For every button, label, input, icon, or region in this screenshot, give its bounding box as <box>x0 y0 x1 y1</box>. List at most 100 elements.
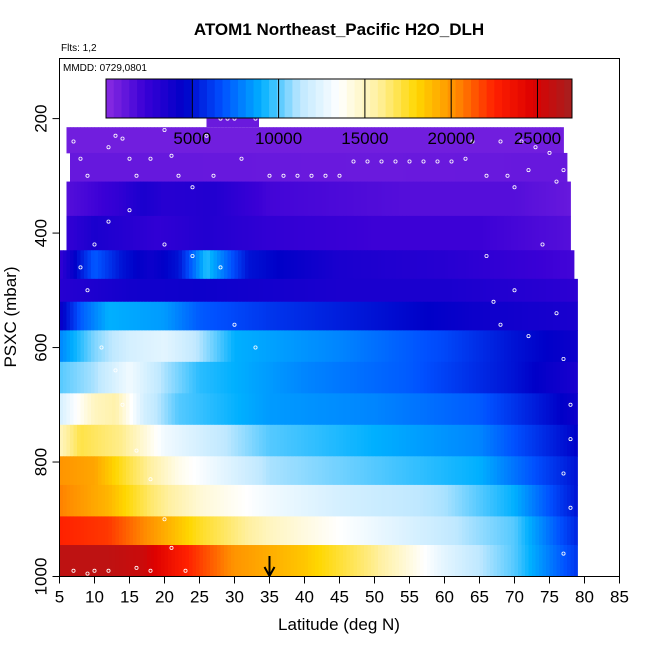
heatmap-cell <box>87 361 92 394</box>
heatmap-cell <box>101 250 106 280</box>
heatmap-cell <box>178 484 183 517</box>
heatmap-cell <box>458 456 463 486</box>
heatmap-cell <box>182 393 186 426</box>
heatmap-cell <box>413 278 417 303</box>
heatmap-cell <box>182 152 186 182</box>
heatmap-cell <box>91 152 95 182</box>
heatmap-cell <box>399 424 403 457</box>
heatmap-cell <box>262 424 267 457</box>
sample-point <box>554 311 559 316</box>
heatmap-cell <box>553 484 557 517</box>
heatmap-cell <box>553 393 557 426</box>
heatmap-cell <box>164 393 169 426</box>
heatmap-cell <box>290 152 295 182</box>
heatmap-cell <box>304 181 309 217</box>
x-tick-label: 20 <box>155 588 174 607</box>
heatmap-cell <box>441 361 445 394</box>
heatmap-cell <box>297 278 302 303</box>
heatmap-cell <box>423 361 428 394</box>
heatmap-cell <box>101 127 106 154</box>
heatmap-cell <box>266 330 270 363</box>
heatmap-cell <box>574 330 578 363</box>
heatmap-cell <box>486 424 491 457</box>
heatmap-cell <box>434 278 438 303</box>
heatmap-cell <box>227 215 232 251</box>
heatmap-cell <box>518 278 522 303</box>
heatmap-cell <box>525 152 529 182</box>
heatmap-cell <box>255 215 260 251</box>
colorbar-segment <box>261 79 270 118</box>
heatmap-cell <box>224 181 228 217</box>
heatmap-cell <box>248 152 253 182</box>
heatmap-cell <box>399 330 403 363</box>
heatmap-cell <box>339 181 344 217</box>
colorbar-tick-label: 10000 <box>255 129 302 148</box>
heatmap-cell <box>574 484 578 517</box>
heatmap-cell <box>213 393 218 426</box>
heatmap-cell <box>276 545 281 577</box>
heatmap-cell <box>87 484 92 517</box>
heatmap-cell <box>283 545 288 577</box>
heatmap-cell <box>266 250 270 280</box>
heatmap-cell <box>150 127 155 154</box>
heatmap-cell <box>203 456 207 486</box>
heatmap-cell <box>574 516 578 546</box>
colorbar-segment <box>408 79 418 118</box>
heatmap-cell <box>318 278 323 303</box>
heatmap-cell <box>535 456 540 486</box>
heatmap-cell <box>507 330 512 363</box>
heatmap-cell <box>416 278 421 303</box>
heatmap-cell <box>490 545 494 577</box>
sample-point <box>190 185 195 190</box>
heatmap-cell <box>441 301 445 331</box>
heatmap-cell <box>507 545 512 577</box>
heatmap-cell <box>434 424 438 457</box>
heatmap-cell <box>73 152 78 182</box>
heatmap-cell <box>231 484 235 517</box>
heatmap-cell <box>217 301 221 331</box>
heatmap-cell <box>570 456 575 486</box>
heatmap-cell <box>294 361 298 394</box>
heatmap-cell <box>360 301 365 331</box>
heatmap-cell <box>329 181 333 217</box>
heatmap-cell <box>178 545 183 577</box>
heatmap-cell <box>532 393 536 426</box>
heatmap-cell <box>203 127 207 154</box>
heatmap-cell <box>164 484 169 517</box>
heatmap-cell <box>483 484 487 517</box>
heatmap-cell <box>112 330 116 363</box>
heatmap-cell <box>539 152 543 182</box>
heatmap-cell <box>500 278 505 303</box>
heatmap-cell <box>94 152 99 182</box>
heatmap-cell <box>353 361 358 394</box>
heatmap-cell <box>402 152 407 182</box>
heatmap-cell <box>234 330 239 363</box>
heatmap-cell <box>94 215 99 251</box>
heatmap-cell <box>458 516 463 546</box>
heatmap-cell <box>371 181 375 217</box>
heatmap-cell <box>290 545 295 577</box>
heatmap-cell <box>574 361 578 394</box>
heatmap-cell <box>248 250 253 280</box>
heatmap-cell <box>353 152 358 182</box>
sample-point <box>540 242 545 247</box>
heatmap-cell <box>469 152 473 182</box>
heatmap-cell <box>371 516 375 546</box>
heatmap-cell <box>196 152 200 182</box>
colorbar-segment <box>362 79 371 118</box>
heatmap-cell <box>318 393 323 426</box>
heatmap-cell <box>525 424 529 457</box>
heatmap-cell <box>465 545 470 577</box>
heatmap-cell <box>224 456 228 486</box>
heatmap-cell <box>150 181 155 217</box>
heatmap-cell <box>511 545 515 577</box>
heatmap-cell <box>241 301 246 331</box>
heatmap-cell <box>199 250 204 280</box>
heatmap-cell <box>182 484 186 517</box>
heatmap-cell <box>220 152 225 182</box>
latitude-marker-arrow <box>263 556 276 579</box>
heatmap-cell <box>448 250 452 280</box>
heatmap-cell <box>231 152 235 182</box>
colorbar-segment <box>377 79 386 118</box>
heatmap-cell <box>353 393 358 426</box>
